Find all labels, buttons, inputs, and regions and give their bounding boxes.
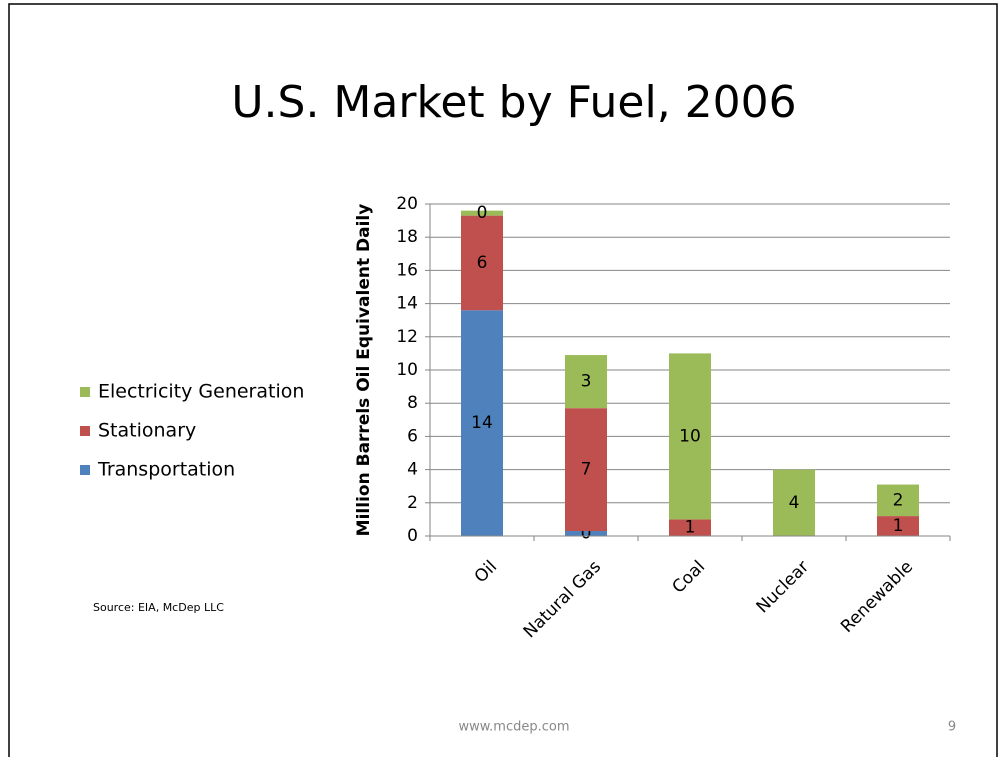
- bar-segment: [773, 469, 815, 536]
- legend-swatch: [80, 426, 90, 436]
- y-tick-label: 16: [396, 260, 418, 280]
- chart-title: U.S. Market by Fuel, 2006: [231, 77, 796, 128]
- data-label: 4: [789, 493, 800, 513]
- bar-segment: [877, 484, 919, 517]
- legend-swatch: [80, 387, 90, 397]
- footer: www.mcdep.com: [458, 720, 569, 735]
- legend-label: Transportation: [97, 459, 235, 481]
- y-axis-label: Million Barrels Oil Equivalent Daily: [354, 204, 374, 537]
- data-label: 1: [685, 518, 696, 538]
- y-tick-label: 4: [407, 460, 418, 480]
- bar-segment: [669, 519, 711, 536]
- page-number: 9: [948, 720, 956, 735]
- y-tick-label: 8: [407, 393, 418, 413]
- bar-segment: [565, 531, 607, 536]
- data-label: 7: [581, 460, 592, 480]
- y-tick-label: 12: [396, 327, 418, 347]
- data-label: 0: [581, 524, 592, 544]
- bar-segment: [461, 210, 503, 216]
- legend-label: Electricity Generation: [98, 381, 304, 403]
- y-tick-label: 0: [407, 526, 418, 546]
- bar-segment: [461, 310, 503, 536]
- legend-label: Stationary: [98, 420, 196, 442]
- bar-segment: [877, 516, 919, 536]
- y-tick-label: 14: [396, 294, 418, 314]
- bar-segment: [565, 355, 607, 409]
- source-note: Source: EIA, McDep LLC: [93, 601, 224, 614]
- y-tick-label: 10: [396, 360, 418, 380]
- legend-swatch: [80, 465, 90, 475]
- bar-segment: [669, 353, 711, 520]
- y-tick-label: 2: [407, 493, 418, 513]
- data-label: 2: [893, 490, 904, 510]
- data-label: 10: [679, 426, 701, 446]
- data-label: 14: [471, 413, 493, 433]
- bar-segment: [565, 408, 607, 532]
- y-tick-label: 20: [396, 194, 418, 214]
- bar-segment: [461, 215, 503, 311]
- data-label: 3: [581, 372, 592, 392]
- y-tick-label: 18: [396, 227, 418, 247]
- data-label: 6: [477, 253, 488, 273]
- data-label: 1: [893, 516, 904, 536]
- y-tick-label: 6: [407, 426, 418, 446]
- data-label: 0: [477, 203, 488, 223]
